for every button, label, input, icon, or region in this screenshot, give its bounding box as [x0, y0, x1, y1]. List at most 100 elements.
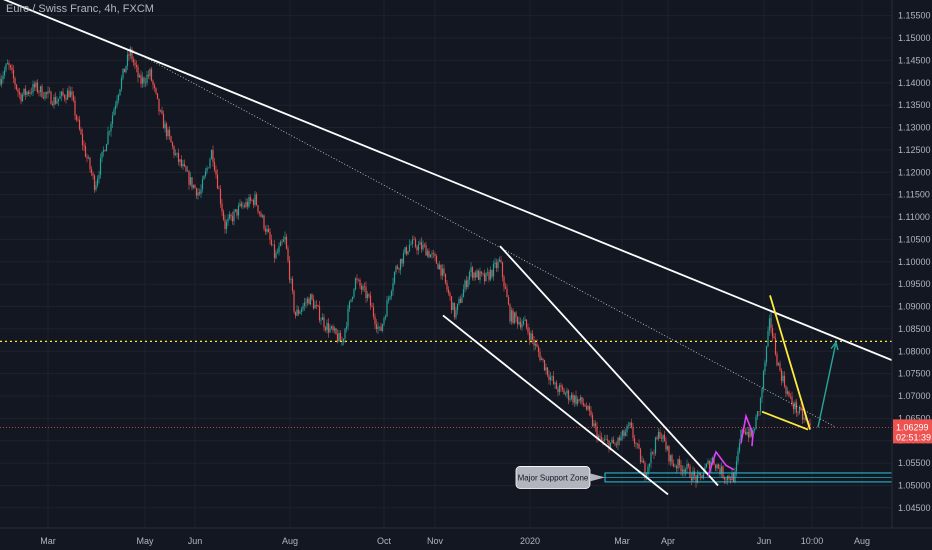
candle — [107, 126, 109, 146]
candle — [651, 451, 654, 456]
candle — [576, 396, 579, 407]
candle — [252, 198, 255, 209]
candle-body — [657, 432, 660, 439]
candle — [383, 316, 385, 327]
candle — [626, 423, 628, 437]
candle — [771, 324, 774, 342]
candle-body — [654, 437, 657, 454]
candle — [144, 77, 147, 88]
candle-body — [650, 452, 652, 464]
candle-body — [426, 251, 429, 256]
candle — [96, 175, 99, 188]
candle — [317, 304, 319, 308]
candle — [132, 56, 135, 67]
candle — [450, 295, 453, 314]
candle — [470, 262, 472, 277]
candle — [165, 121, 168, 141]
candle — [179, 158, 181, 167]
candle-body — [564, 393, 567, 395]
candle-body — [590, 410, 592, 416]
candle — [30, 87, 33, 96]
candle — [797, 411, 799, 417]
candle-body — [321, 317, 324, 321]
candle — [297, 306, 300, 316]
candle-body — [716, 464, 718, 469]
candle-body — [762, 371, 765, 389]
candle — [645, 472, 648, 481]
candle — [492, 260, 495, 281]
candle-body — [93, 175, 96, 190]
candle — [495, 258, 498, 273]
candle — [515, 310, 517, 323]
candle-body — [243, 205, 246, 207]
candle — [633, 434, 636, 447]
projection-arrow-head — [830, 340, 839, 351]
candle — [509, 303, 511, 324]
candle — [521, 319, 523, 331]
candle — [167, 126, 169, 140]
candle — [720, 462, 723, 478]
candle-body — [461, 297, 463, 303]
candle-body — [90, 169, 93, 174]
candle — [398, 267, 400, 274]
candle — [42, 91, 45, 100]
candle-body — [516, 317, 519, 325]
candle — [354, 277, 357, 291]
candle-body — [378, 326, 381, 328]
candle-body — [183, 164, 186, 167]
candle — [273, 240, 276, 263]
x-tick-label: Mar — [614, 536, 630, 546]
candle-body — [630, 422, 633, 428]
candle-body — [242, 205, 244, 207]
candle — [300, 307, 303, 316]
candle — [777, 361, 780, 366]
candle-body — [342, 338, 345, 342]
candle-body — [98, 174, 100, 179]
candle-body — [614, 443, 616, 445]
candle — [635, 442, 637, 449]
candle-body — [680, 464, 682, 472]
candle-body — [756, 411, 759, 417]
candle — [527, 323, 529, 336]
candle-body — [527, 327, 529, 333]
candle — [26, 90, 28, 98]
callout-pointer — [590, 473, 605, 482]
candle-body — [497, 261, 499, 269]
candle — [108, 130, 111, 136]
candle — [444, 273, 447, 285]
candle-body — [578, 399, 580, 401]
candle — [503, 274, 505, 292]
candle-body — [210, 150, 213, 160]
candle — [387, 295, 390, 304]
candle — [90, 166, 93, 177]
candle — [258, 211, 261, 217]
candle — [140, 70, 142, 88]
candle-body — [708, 461, 711, 469]
candle-body — [255, 194, 258, 206]
candle-body — [159, 110, 162, 112]
candle — [365, 281, 367, 304]
candle-body — [428, 251, 430, 258]
candle — [267, 225, 270, 233]
candle-body — [387, 298, 390, 301]
candle-body — [528, 332, 531, 340]
candle — [281, 239, 283, 246]
candle — [99, 153, 102, 179]
candle — [74, 96, 76, 121]
candle — [668, 445, 670, 465]
candle — [168, 126, 171, 141]
candle-body — [495, 262, 498, 269]
candle-body — [467, 279, 469, 287]
candle — [621, 429, 624, 441]
y-tick-label: 1.09000 — [898, 302, 931, 312]
candle — [2, 71, 4, 84]
y-tick-label: 1.08000 — [898, 346, 931, 356]
candle-body — [180, 159, 183, 166]
candle — [33, 81, 36, 92]
flag-pattern — [740, 413, 754, 447]
candle — [569, 395, 571, 403]
candle-body — [66, 90, 69, 100]
candle — [123, 68, 126, 73]
